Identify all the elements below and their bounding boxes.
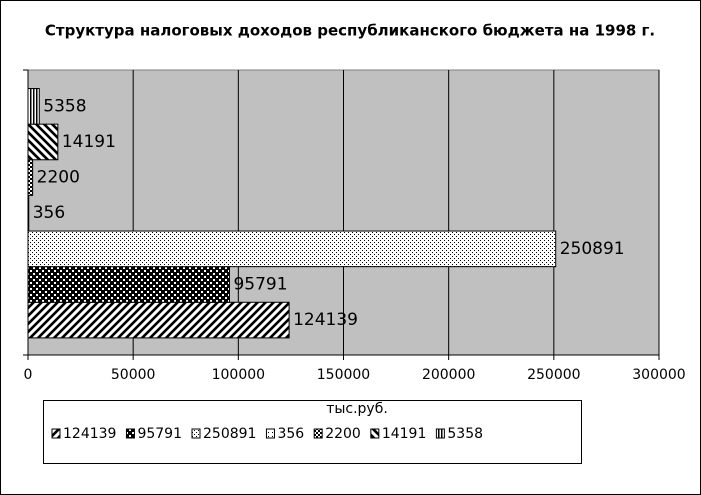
x-tick-label: 200000: [422, 367, 475, 383]
x-tick-label: 150000: [317, 367, 370, 383]
legend-label: 95791: [137, 426, 182, 442]
legend-swatch: [313, 428, 323, 439]
data-label: 356: [33, 203, 65, 223]
data-label: 2200: [37, 168, 80, 188]
legend-box: [43, 400, 582, 464]
x-tick-label: 300000: [632, 367, 685, 383]
legend-swatch: [125, 428, 135, 439]
data-label: 14191: [62, 132, 116, 152]
legend-swatch: [435, 428, 445, 439]
data-label: 95791: [233, 274, 287, 294]
legend-label: 250891: [203, 426, 256, 442]
legend-label: 2200: [325, 426, 361, 442]
bar: [27, 159, 34, 196]
legend-label: 356: [277, 426, 304, 442]
bar: [27, 230, 557, 268]
legend-swatch: [265, 428, 275, 439]
bar: [27, 266, 230, 303]
data-label: 250891: [560, 239, 625, 259]
legend-swatch: [191, 428, 201, 439]
bar: [27, 301, 290, 339]
bar: [27, 194, 30, 232]
legend-label: 14191: [382, 426, 427, 442]
legend-swatch: [370, 428, 380, 439]
bar: [27, 88, 40, 125]
data-label: 124139: [293, 310, 358, 330]
x-axis-title: тыс.руб.: [326, 401, 388, 417]
legend-label: 124139: [63, 426, 116, 442]
x-tick-label: 50000: [111, 367, 156, 383]
x-tick-label: 250000: [527, 367, 580, 383]
chart-title: Структура налоговых доходов республиканс…: [45, 22, 655, 40]
x-tick-label: 0: [24, 367, 33, 383]
legend-label: 5358: [447, 426, 483, 442]
bar: [27, 123, 59, 161]
legend-swatch: [51, 428, 61, 439]
data-label: 5358: [43, 96, 86, 116]
x-tick-label: 100000: [212, 367, 265, 383]
